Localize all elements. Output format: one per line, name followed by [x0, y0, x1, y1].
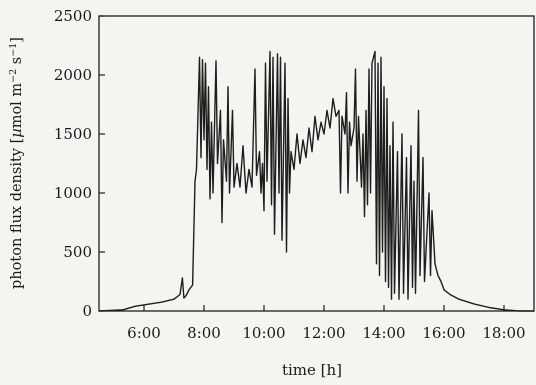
y-tick-label: 1500 — [54, 125, 92, 143]
x-tick-label: 6:00 — [127, 324, 161, 342]
y-axis-label: photon flux density [µmol m−2 s−1] — [8, 37, 26, 289]
series-line-0 — [98, 50, 534, 312]
x-tick-label: 12:00 — [302, 324, 345, 342]
x-axis-ticks: 6:00 8:00 10:00 12:00 14:00 16:00 18:00 — [127, 305, 526, 342]
plot-area-frame — [98, 15, 535, 312]
y-tick-label: 1000 — [54, 184, 92, 202]
y-tick-label: 500 — [63, 243, 92, 261]
x-tick-label: 8:00 — [187, 324, 221, 342]
y-tick-label: 0 — [82, 302, 92, 320]
x-tick-label: 14:00 — [362, 324, 405, 342]
x-tick-label: 16:00 — [422, 324, 465, 342]
series-layer — [98, 50, 534, 312]
y-tick-label: 2500 — [54, 7, 92, 25]
x-tick-label: 10:00 — [242, 324, 285, 342]
x-tick-label: 18:00 — [482, 324, 525, 342]
x-axis-label: time [h] — [282, 361, 342, 379]
y-tick-label: 2000 — [54, 66, 92, 84]
y-axis-ticks: 0 500 1000 1500 2000 2500 — [54, 7, 105, 320]
